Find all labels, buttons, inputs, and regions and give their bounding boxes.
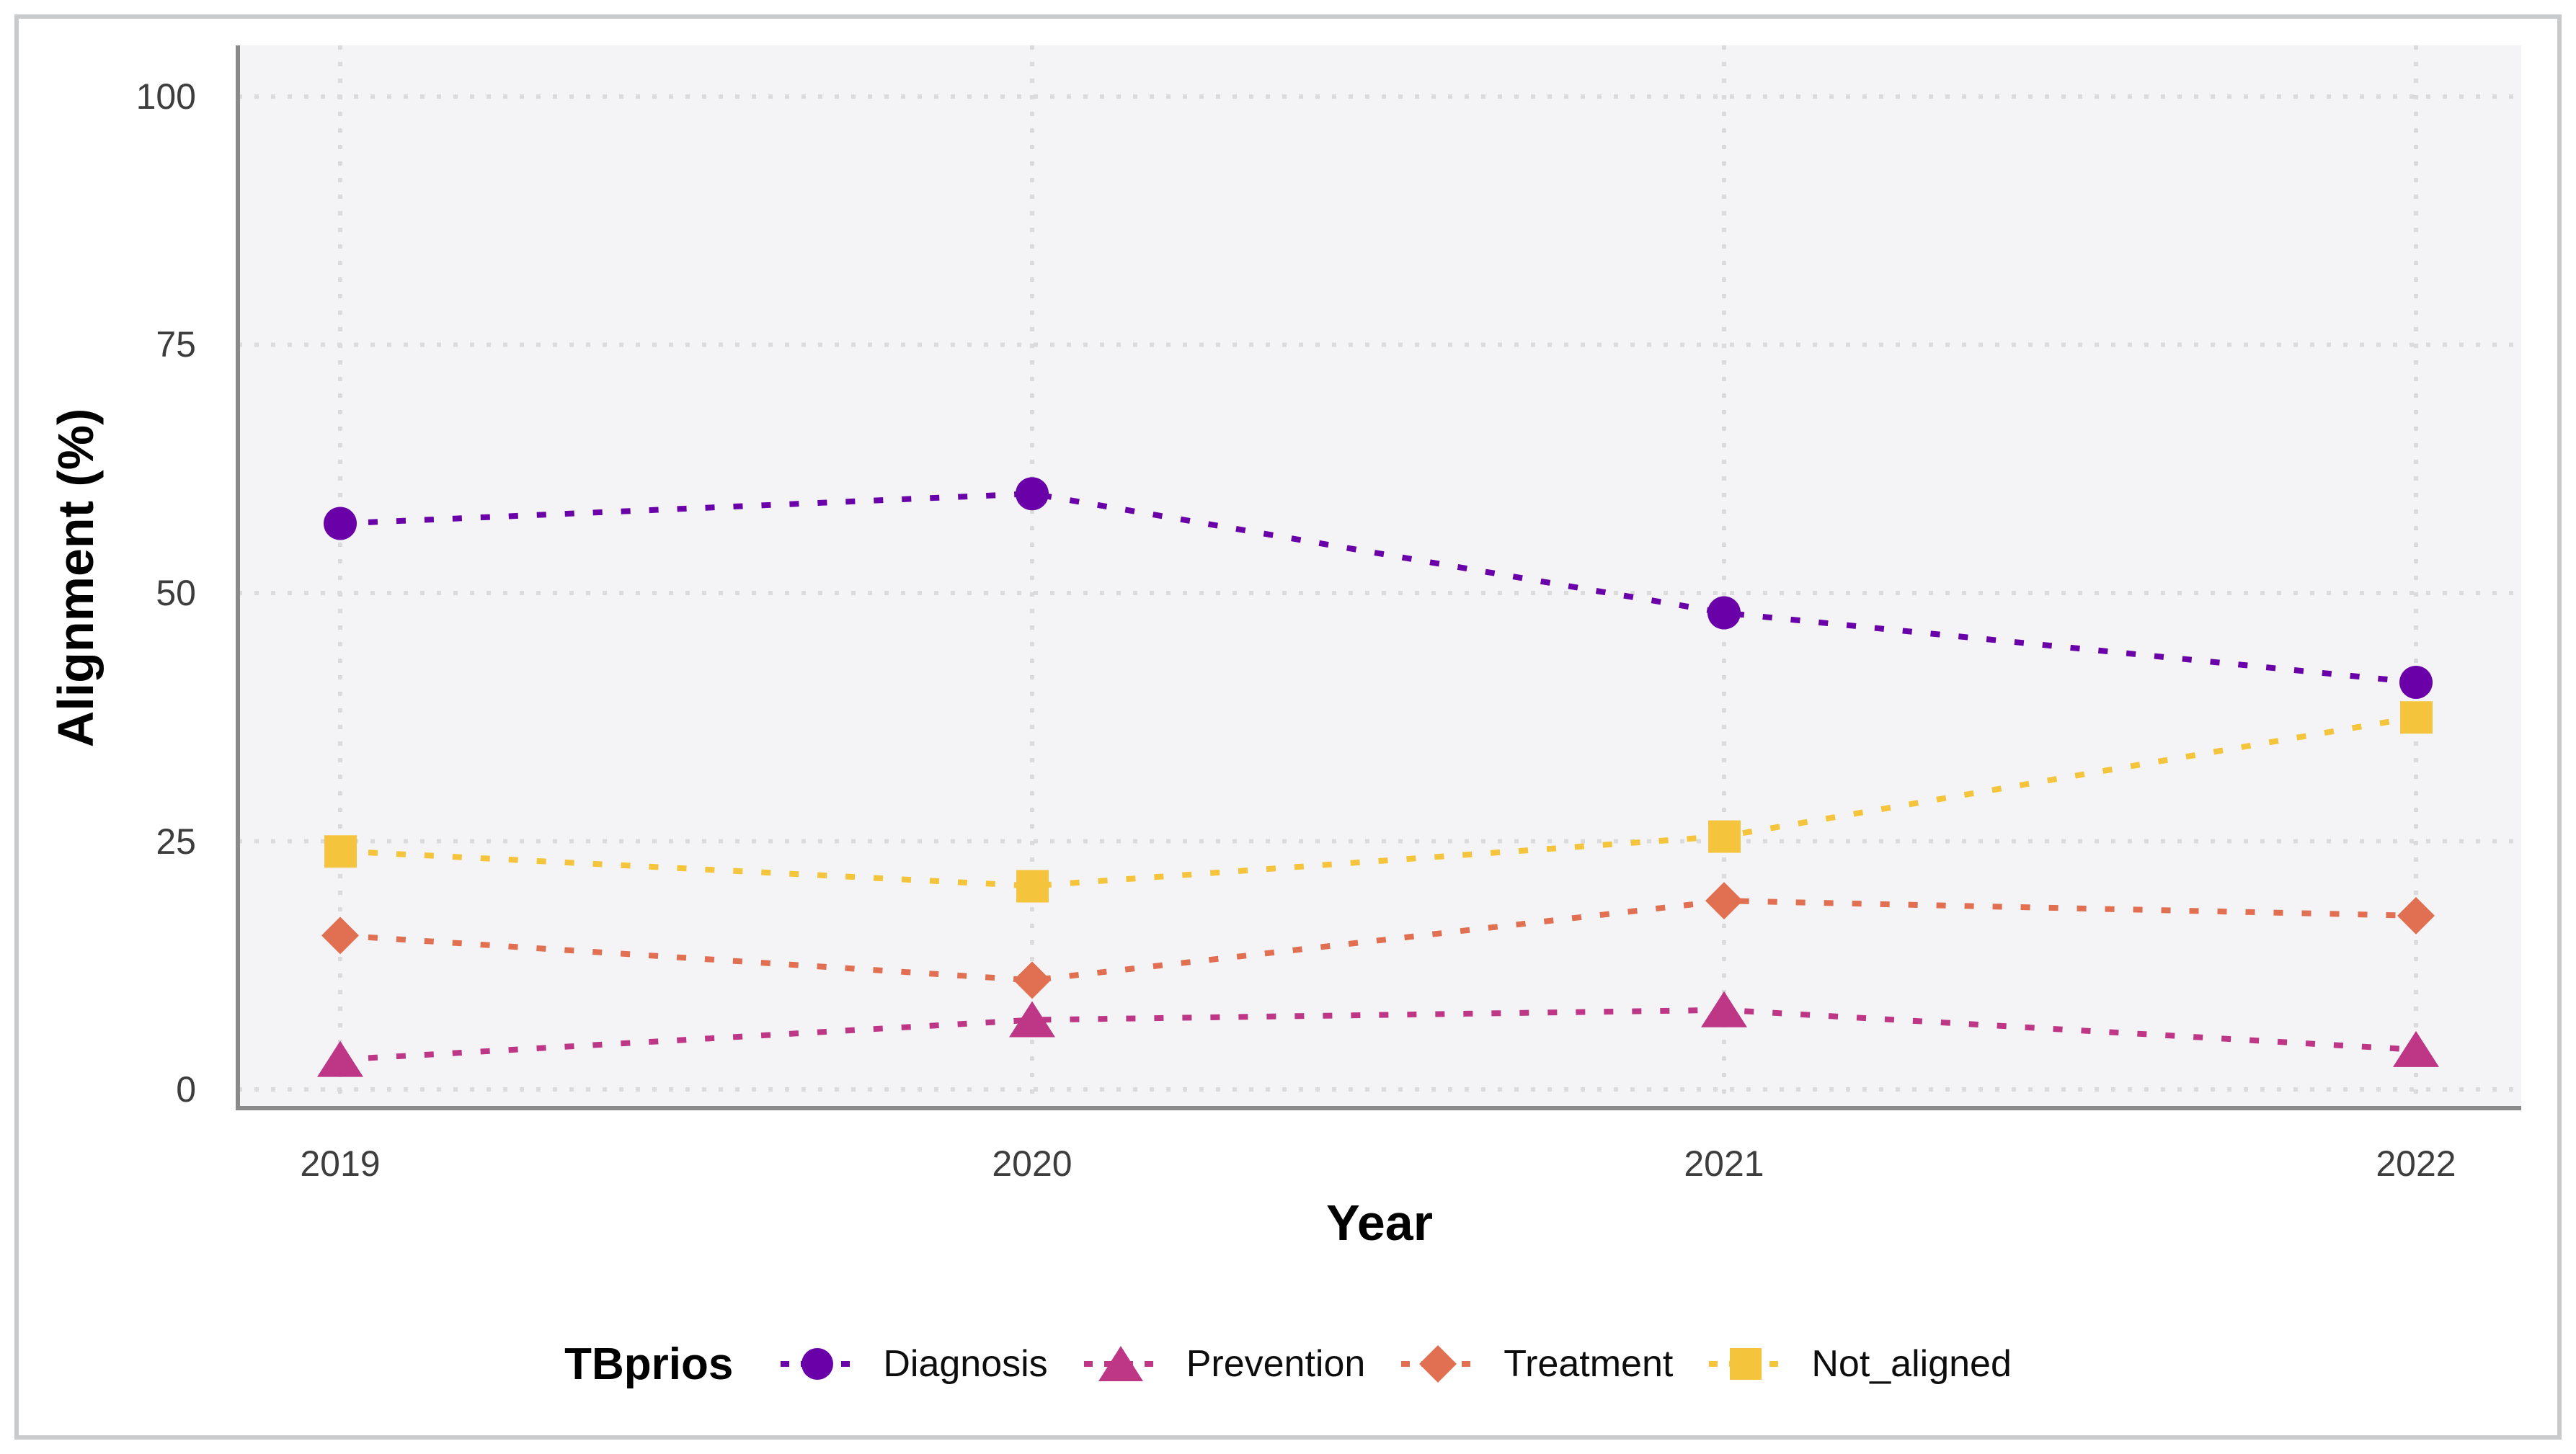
legend-key-triangle-icon bbox=[1083, 1346, 1158, 1381]
series-line-treatment bbox=[339, 898, 2417, 984]
series-line-diagnosis bbox=[339, 491, 2417, 685]
legend-key-circle-icon bbox=[781, 1348, 855, 1380]
legend-label: Treatment bbox=[1504, 1343, 1674, 1385]
x-tick-label-2021: 2021 bbox=[1684, 1143, 1764, 1184]
legend-item-diagnosis: Diagnosis bbox=[778, 1342, 1048, 1386]
marker-not_aligned-2020 bbox=[1016, 870, 1049, 903]
x-tick-label-2019: 2019 bbox=[300, 1143, 381, 1184]
x-tick-label-2022: 2022 bbox=[2376, 1143, 2456, 1184]
y-tick-label-0: 0 bbox=[176, 1069, 196, 1110]
marker-prevention-2019 bbox=[317, 1040, 363, 1077]
y-axis-title: Alignment (%) bbox=[48, 408, 104, 748]
marker-treatment-2020 bbox=[1013, 961, 1051, 999]
marker-diagnosis-2020 bbox=[1016, 477, 1049, 511]
y-tick-label-50: 50 bbox=[156, 573, 196, 613]
legend-title: TBprios bbox=[564, 1339, 734, 1389]
marker-treatment-2021 bbox=[1705, 882, 1743, 920]
marker-not_aligned-2019 bbox=[324, 835, 357, 868]
legend-item-treatment: Treatment bbox=[1398, 1342, 1673, 1386]
legend-label: Not_aligned bbox=[1811, 1343, 2012, 1385]
marker-treatment-2019 bbox=[321, 916, 359, 955]
y-tick-label-100: 100 bbox=[136, 76, 196, 117]
marker-diagnosis-2019 bbox=[324, 507, 357, 540]
x-axis-title: Year bbox=[1326, 1195, 1433, 1251]
marker-prevention-2021 bbox=[1701, 991, 1747, 1027]
legend-label: Diagnosis bbox=[883, 1343, 1048, 1385]
plot-panel bbox=[238, 45, 2521, 1108]
legend-label: Prevention bbox=[1186, 1343, 1366, 1385]
legend-item-prevention: Prevention bbox=[1081, 1342, 1366, 1386]
marker-not_aligned-2021 bbox=[1708, 820, 1741, 853]
y-tick-label-75: 75 bbox=[156, 324, 196, 365]
legend-key-square-icon bbox=[1709, 1348, 1783, 1380]
legend: TBprios Diagnosis Prevention Treatment bbox=[0, 1326, 2576, 1402]
y-tick-label-25: 25 bbox=[156, 821, 196, 862]
series-line-not_aligned bbox=[339, 714, 2417, 889]
marker-treatment-2022 bbox=[2397, 896, 2435, 935]
legend-key-diamond-icon bbox=[1401, 1345, 1475, 1383]
x-tick-label-2020: 2020 bbox=[992, 1143, 1072, 1184]
marker-prevention-2020 bbox=[1009, 1001, 1055, 1038]
marker-diagnosis-2022 bbox=[2399, 666, 2433, 700]
marker-prevention-2022 bbox=[2393, 1030, 2439, 1067]
marker-diagnosis-2021 bbox=[1707, 596, 1741, 630]
legend-item-not-aligned: Not_aligned bbox=[1706, 1342, 2012, 1386]
series-line-prevention bbox=[339, 1007, 2417, 1063]
marker-not_aligned-2022 bbox=[2400, 701, 2433, 734]
